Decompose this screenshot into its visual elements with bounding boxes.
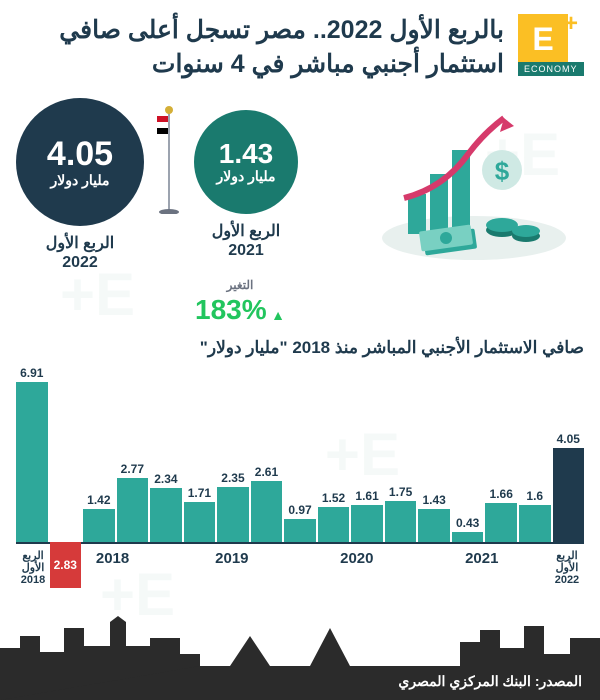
stat-2022-period: الربع الأول 2022 <box>46 234 114 272</box>
up-triangle-icon: ▲ <box>271 307 285 323</box>
year-label: 2018 <box>96 550 129 567</box>
stat-2022: 4.05 مليار دولار الربع الأول 2022 <box>16 98 144 272</box>
year-label: 2019 <box>215 550 248 567</box>
bar-value-label: 1.61 <box>355 489 378 503</box>
year-label: الربعالأول2022 <box>547 550 587 586</box>
chart-title: صافي الاستثمار الأجنبي المباشر منذ 2018 … <box>16 338 584 358</box>
chart-bar: 2.77 <box>117 462 149 542</box>
bar-rect <box>519 505 551 542</box>
chart-bar: 0.97 <box>284 503 316 541</box>
bar-chart: صافي الاستثمار الأجنبي المباشر منذ 2018 … <box>0 326 600 586</box>
logo-plus-icon: + <box>564 10 578 38</box>
chart-bar: 1.66 <box>485 487 517 541</box>
change-indicator: التغير ▲ 183% <box>0 276 480 326</box>
bar-value-label: 4.05 <box>557 432 580 446</box>
bar-value-label: 0.43 <box>456 516 479 530</box>
bar-rect <box>150 488 182 542</box>
stat-2021-unit: مليار دولار <box>217 168 276 185</box>
stats-row: $ 1.43 مليار دولار الربع الأول 2021 <box>0 90 600 272</box>
chart-area: 6.912.831.422.772.341.712.352.610.971.52… <box>16 366 584 544</box>
bar-rect <box>83 509 115 542</box>
bar-rect <box>16 382 48 542</box>
stat-circle-2021: 1.43 مليار دولار <box>194 110 298 214</box>
bar-value-label: 6.91 <box>20 366 43 380</box>
bar-value-label: 0.97 <box>288 503 311 517</box>
bar-value-label: 1.42 <box>87 493 110 507</box>
bar-value-label: 2.77 <box>121 462 144 476</box>
bar-value-label: 2.61 <box>255 465 278 479</box>
chart-year-axis: الربعالأول2018 2018 2019 2020 2021 الربعالأول… <box>16 544 584 586</box>
change-label: التغير <box>227 278 254 292</box>
bar-rect <box>452 532 484 542</box>
chart-bar: 2.61 <box>251 465 283 541</box>
logo-label: ECONOMY <box>518 62 584 76</box>
bar-value-label: 1.75 <box>389 485 412 499</box>
bar-rect <box>553 448 585 542</box>
bar-rect <box>284 519 316 541</box>
bar-value-label: 1.71 <box>188 486 211 500</box>
change-value: 183% <box>195 294 267 325</box>
bar-rect <box>251 481 283 541</box>
bar-value-label: 1.6 <box>526 489 543 503</box>
chart-bar: 1.42 <box>83 493 115 542</box>
stat-cluster: 1.43 مليار دولار الربع الأول 2021 4.05 م… <box>16 98 364 272</box>
chart-bar: 1.61 <box>351 489 383 542</box>
bar-rect <box>418 509 450 542</box>
bar-rect <box>485 503 517 541</box>
svg-text:$: $ <box>495 156 510 186</box>
header: E + ECONOMY بالربع الأول 2022.. مصر تسجل… <box>0 0 600 90</box>
bar-value-label: 2.34 <box>154 472 177 486</box>
chart-bar: 1.52 <box>318 491 350 542</box>
logo-letter: E <box>518 14 568 64</box>
bar-rect <box>351 505 383 542</box>
stat-2021-period: الربع الأول 2021 <box>212 222 280 260</box>
logo: E + ECONOMY <box>518 14 582 78</box>
stat-2021-value: 1.43 <box>219 138 274 170</box>
bar-rect <box>318 507 350 542</box>
bar-rect <box>385 501 417 542</box>
year-label: الربعالأول2018 <box>13 550 53 586</box>
bar-value-label: 2.83 <box>54 558 77 572</box>
page-title: بالربع الأول 2022.. مصر تسجل أعلى صافي ا… <box>14 14 504 82</box>
source-credit: المصدر: البنك المركزي المصري <box>398 673 582 690</box>
chart-bar: 2.34 <box>150 472 182 542</box>
chart-bar: 1.6 <box>519 489 551 542</box>
chart-bar: 6.91 <box>16 366 48 542</box>
stat-2022-unit: مليار دولار <box>51 172 110 189</box>
stat-2021: 1.43 مليار دولار الربع الأول 2021 <box>194 98 298 260</box>
stat-2022-value: 4.05 <box>47 135 113 174</box>
egypt-flag-icon <box>156 104 182 214</box>
chart-bar: 1.43 <box>418 493 450 542</box>
chart-bar: 0.43 <box>452 516 484 542</box>
year-label: 2021 <box>465 550 498 567</box>
chart-bar: 1.71 <box>184 486 216 542</box>
bar-value-label: 1.52 <box>322 491 345 505</box>
bar-value-label: 2.35 <box>221 471 244 485</box>
chart-bar: 1.75 <box>385 485 417 542</box>
bar-rect <box>217 487 249 541</box>
bar-rect <box>184 502 216 542</box>
chart-bar: 2.35 <box>217 471 249 541</box>
bar-rect <box>117 478 149 542</box>
stat-circle-2022: 4.05 مليار دولار <box>16 98 144 226</box>
growth-illustration: $ <box>374 98 584 268</box>
chart-bar: 4.05 <box>553 432 585 542</box>
bar-value-label: 1.66 <box>490 487 513 501</box>
year-label: 2020 <box>340 550 373 567</box>
bar-value-label: 1.43 <box>422 493 445 507</box>
